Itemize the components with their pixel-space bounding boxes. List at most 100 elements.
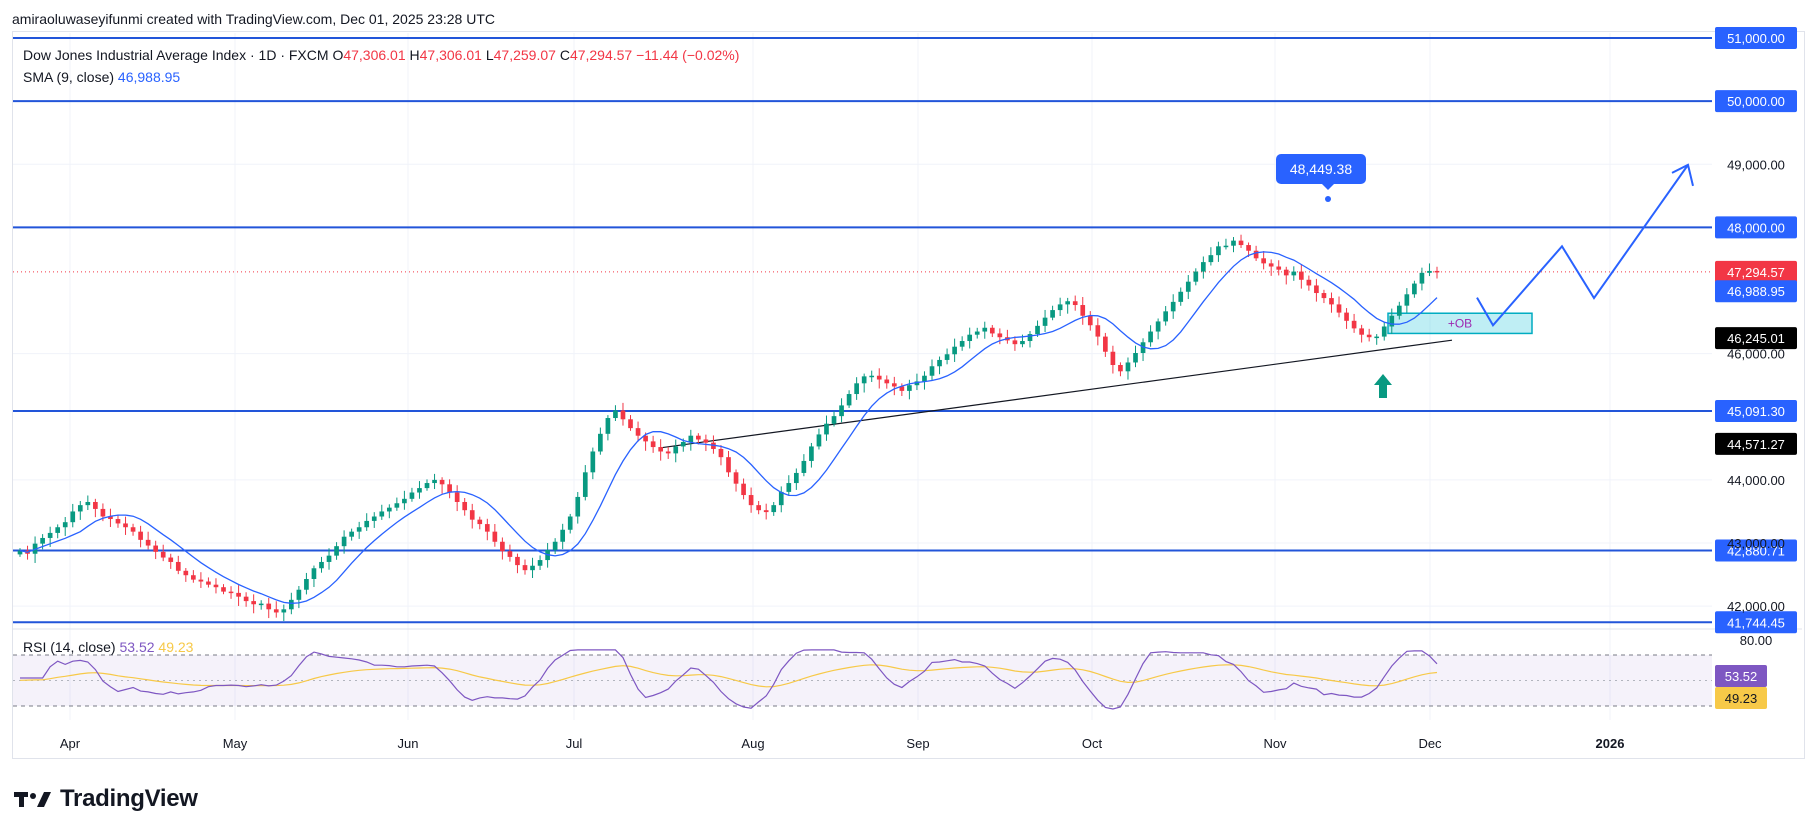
candle-body: [891, 383, 897, 387]
candle-body: [175, 561, 181, 571]
time-tick-label: Nov: [1263, 736, 1287, 751]
candle-body: [153, 545, 159, 552]
candle-body: [484, 524, 490, 532]
candle-body: [371, 516, 377, 521]
high-callout-bg: [1276, 154, 1366, 185]
candle-body: [85, 501, 91, 506]
candle-body: [680, 442, 686, 447]
candle-body: [243, 596, 249, 602]
ohlc-o-value: 47,306.01: [343, 47, 406, 63]
support-trendline: [660, 339, 1453, 449]
candle-body: [839, 405, 844, 417]
candle-body: [1276, 266, 1282, 270]
candle-body: [809, 446, 814, 461]
candle-body: [349, 531, 354, 537]
candle-body: [1118, 364, 1123, 372]
candle-body: [221, 587, 226, 592]
price-label: 47,294.57: [1727, 265, 1785, 280]
candle-body: [1155, 321, 1161, 332]
price-axis: 51,000.00 50,000.00 48,000.00 45,091.30 42,8…: [1715, 27, 1797, 709]
candle-body: [108, 516, 113, 520]
candle-body: [469, 510, 475, 520]
candle-body: [492, 531, 498, 542]
candle-body: [62, 522, 68, 528]
candle-body: [696, 435, 701, 440]
candle-body: [1170, 301, 1176, 312]
price-label-bg: [1715, 260, 1797, 283]
candle-body: [1366, 334, 1372, 338]
candle-body: [635, 428, 641, 436]
candle-body: [1419, 272, 1425, 284]
candle-body: [989, 327, 995, 334]
candle-body: [778, 491, 784, 506]
candle-body: [922, 375, 927, 382]
price-tick-label: 42,000.00: [1727, 599, 1785, 614]
symbol-name: Dow Jones Industrial Average Index · 1D …: [23, 47, 329, 63]
ohlc-h-label: H: [409, 47, 420, 63]
candle-body: [846, 394, 852, 406]
candle-body: [183, 570, 189, 576]
candle-body: [1412, 283, 1417, 295]
candle-body: [1291, 271, 1297, 276]
candle-body: [1321, 293, 1327, 299]
candle-body: [138, 531, 143, 540]
rsi-ma-value: 49.23: [158, 639, 194, 655]
price-label-bg: [1715, 327, 1797, 350]
candle-body: [341, 536, 347, 547]
rsi-value-label: 49.23: [1725, 691, 1758, 706]
candle-body: [1434, 270, 1440, 273]
ohlc-l-value: 47,259.07: [493, 47, 556, 63]
candle-body: [944, 354, 950, 360]
candle-body: [771, 505, 777, 513]
candle-body: [40, 537, 45, 544]
price-tick-label: 49,000.00: [1727, 157, 1785, 172]
level-label: 45,091.30: [1727, 404, 1785, 419]
sma-line: [19, 251, 1438, 604]
candle-body: [899, 386, 905, 391]
time-tick-label: Oct: [1082, 736, 1103, 751]
rsi-label: RSI (14, close): [23, 639, 116, 655]
candle-body: [733, 472, 739, 484]
candle-body: [289, 599, 294, 610]
symbol-line: Dow Jones Industrial Average Index · 1D …: [23, 44, 739, 66]
price-label: 46,988.95: [1727, 284, 1785, 299]
candle-body: [1336, 304, 1342, 313]
candle-body: [726, 457, 731, 473]
candle-body: [477, 519, 483, 525]
tradingview-logo-icon: [14, 789, 52, 809]
candle-body: [228, 591, 234, 594]
candle-body: [17, 550, 23, 555]
rsi-polyline: [20, 649, 1438, 710]
price-label: 46,245.01: [1727, 331, 1785, 346]
tradingview-logo[interactable]: TradingView: [14, 785, 198, 812]
candle-body: [130, 527, 136, 532]
candle-body: [1035, 325, 1040, 335]
level-label-bg: [1715, 611, 1797, 634]
candle-body: [1087, 315, 1093, 326]
candle-body: [1057, 304, 1063, 311]
candle-body: [1178, 291, 1184, 302]
candle-body: [70, 511, 76, 523]
level-label: 42,880.71: [1727, 544, 1785, 559]
projection-path: [1476, 163, 1694, 327]
level-label-bg: [1715, 90, 1797, 113]
candle-body: [1110, 351, 1116, 365]
candle-body: [582, 472, 588, 497]
ohlc-c-value: 47,294.57: [569, 47, 633, 63]
level-label-bg: [1715, 216, 1797, 239]
candle-body: [741, 483, 746, 496]
candle-body: [974, 331, 980, 335]
price-tick-label: 43,000.00: [1727, 536, 1785, 551]
high-callout-label: 48,449.38: [1290, 161, 1352, 177]
candle-body: [1314, 285, 1319, 294]
level-label: 50,000.00: [1727, 94, 1785, 109]
rsi-value-label-bg: [1715, 687, 1767, 709]
candle-body: [1238, 240, 1244, 246]
rsi-legend: RSI (14, close) 53.52 49.23: [23, 639, 193, 655]
level-label-bg: [1715, 539, 1797, 562]
candle-body: [1027, 334, 1033, 342]
time-tick-label: Jul: [566, 736, 583, 751]
candle-body: [929, 366, 935, 376]
candle-body: [967, 334, 973, 342]
